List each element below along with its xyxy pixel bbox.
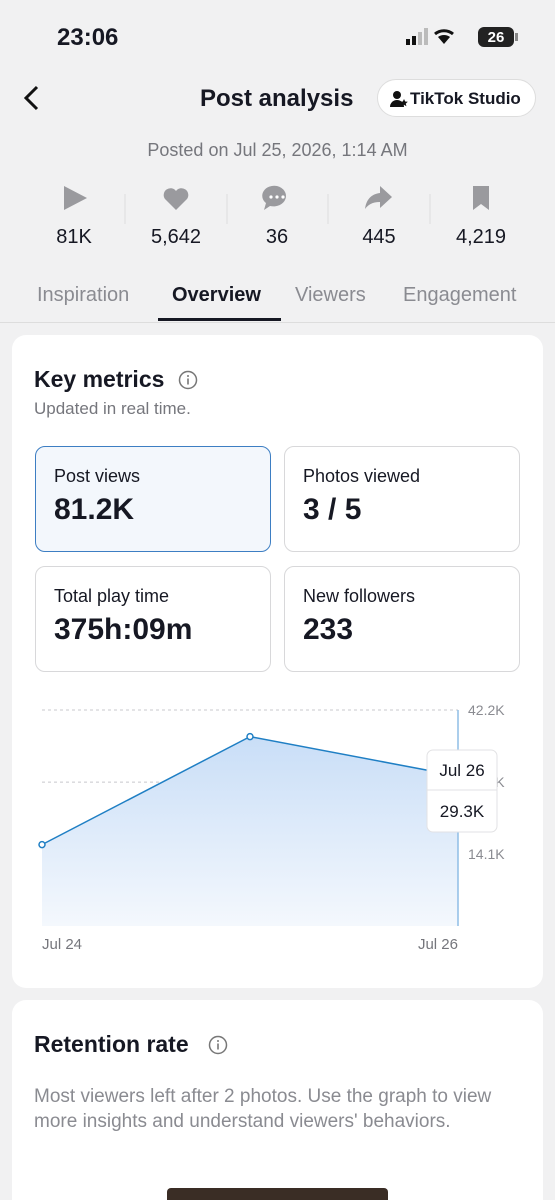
tooltip-date: Jul 26 xyxy=(439,761,484,780)
section-subtitle: Updated in real time. xyxy=(34,399,191,418)
retention-card: Retention rate Most viewers left after 2… xyxy=(12,1000,543,1200)
area xyxy=(42,736,458,926)
info-icon[interactable] xyxy=(178,370,198,390)
metric-label: Post views xyxy=(54,466,141,486)
metric-label: New followers xyxy=(303,586,416,606)
metric-card[interactable]: New followers 233 xyxy=(284,566,520,672)
studio-button[interactable]: TikTok Studio xyxy=(377,79,536,117)
stat-value: 4,219 xyxy=(455,226,507,248)
metric-card[interactable]: Total play time 375h:09m xyxy=(35,566,271,672)
x-tick-label: Jul 24 xyxy=(42,936,82,953)
tab-indicator xyxy=(158,318,281,321)
back-button[interactable] xyxy=(20,84,44,112)
x-tick-label: Jul 26 xyxy=(418,936,458,953)
point xyxy=(38,840,46,849)
metric-value: 233 xyxy=(303,613,354,646)
metric-label: Photos viewed xyxy=(303,466,421,486)
posted-date: Posted on Jul 25, 2026, 1:14 AM xyxy=(147,140,408,160)
status-icons: 26 xyxy=(406,27,518,47)
status-time: 23:06 xyxy=(57,24,119,51)
stat-value: 36 xyxy=(265,226,289,248)
tooltip-value: 29.3K xyxy=(440,802,485,821)
divider xyxy=(0,322,555,323)
preview-image xyxy=(167,1188,388,1200)
info-icon[interactable] xyxy=(208,1035,228,1055)
stat-value: 81K xyxy=(56,226,92,248)
metric-value: 375h:09m xyxy=(54,613,193,646)
metric-card[interactable]: Photos viewed 3 / 5 xyxy=(284,446,520,552)
y-tick-label: 42.2K xyxy=(468,702,505,718)
stat-value: 445 xyxy=(362,226,396,248)
section-title: Retention rate xyxy=(34,1031,189,1057)
retention-text: Most viewers left after 2 photos. Use th… xyxy=(34,1086,492,1132)
battery-level: 26 xyxy=(488,29,505,46)
metric-value: 3 / 5 xyxy=(303,493,362,526)
tab[interactable]: Viewers xyxy=(295,284,366,306)
page-title: Post analysis xyxy=(200,85,354,112)
point xyxy=(246,732,254,741)
studio-label: TikTok Studio xyxy=(410,89,521,108)
section-title: Key metrics xyxy=(34,366,165,392)
metric-card[interactable]: Post views 81.2K xyxy=(35,446,271,552)
stat-icons xyxy=(64,185,489,224)
studio-icon xyxy=(390,91,408,107)
metric-label: Total play time xyxy=(54,586,170,606)
tab[interactable]: Engagement xyxy=(403,284,517,306)
tab[interactable]: Inspiration xyxy=(37,284,130,306)
tab[interactable]: Overview xyxy=(172,284,261,306)
y-tick-label: 14.1K xyxy=(468,846,505,862)
stat-value: 5,642 xyxy=(150,226,202,248)
metric-value: 81.2K xyxy=(54,493,135,526)
tooltip xyxy=(426,749,498,833)
